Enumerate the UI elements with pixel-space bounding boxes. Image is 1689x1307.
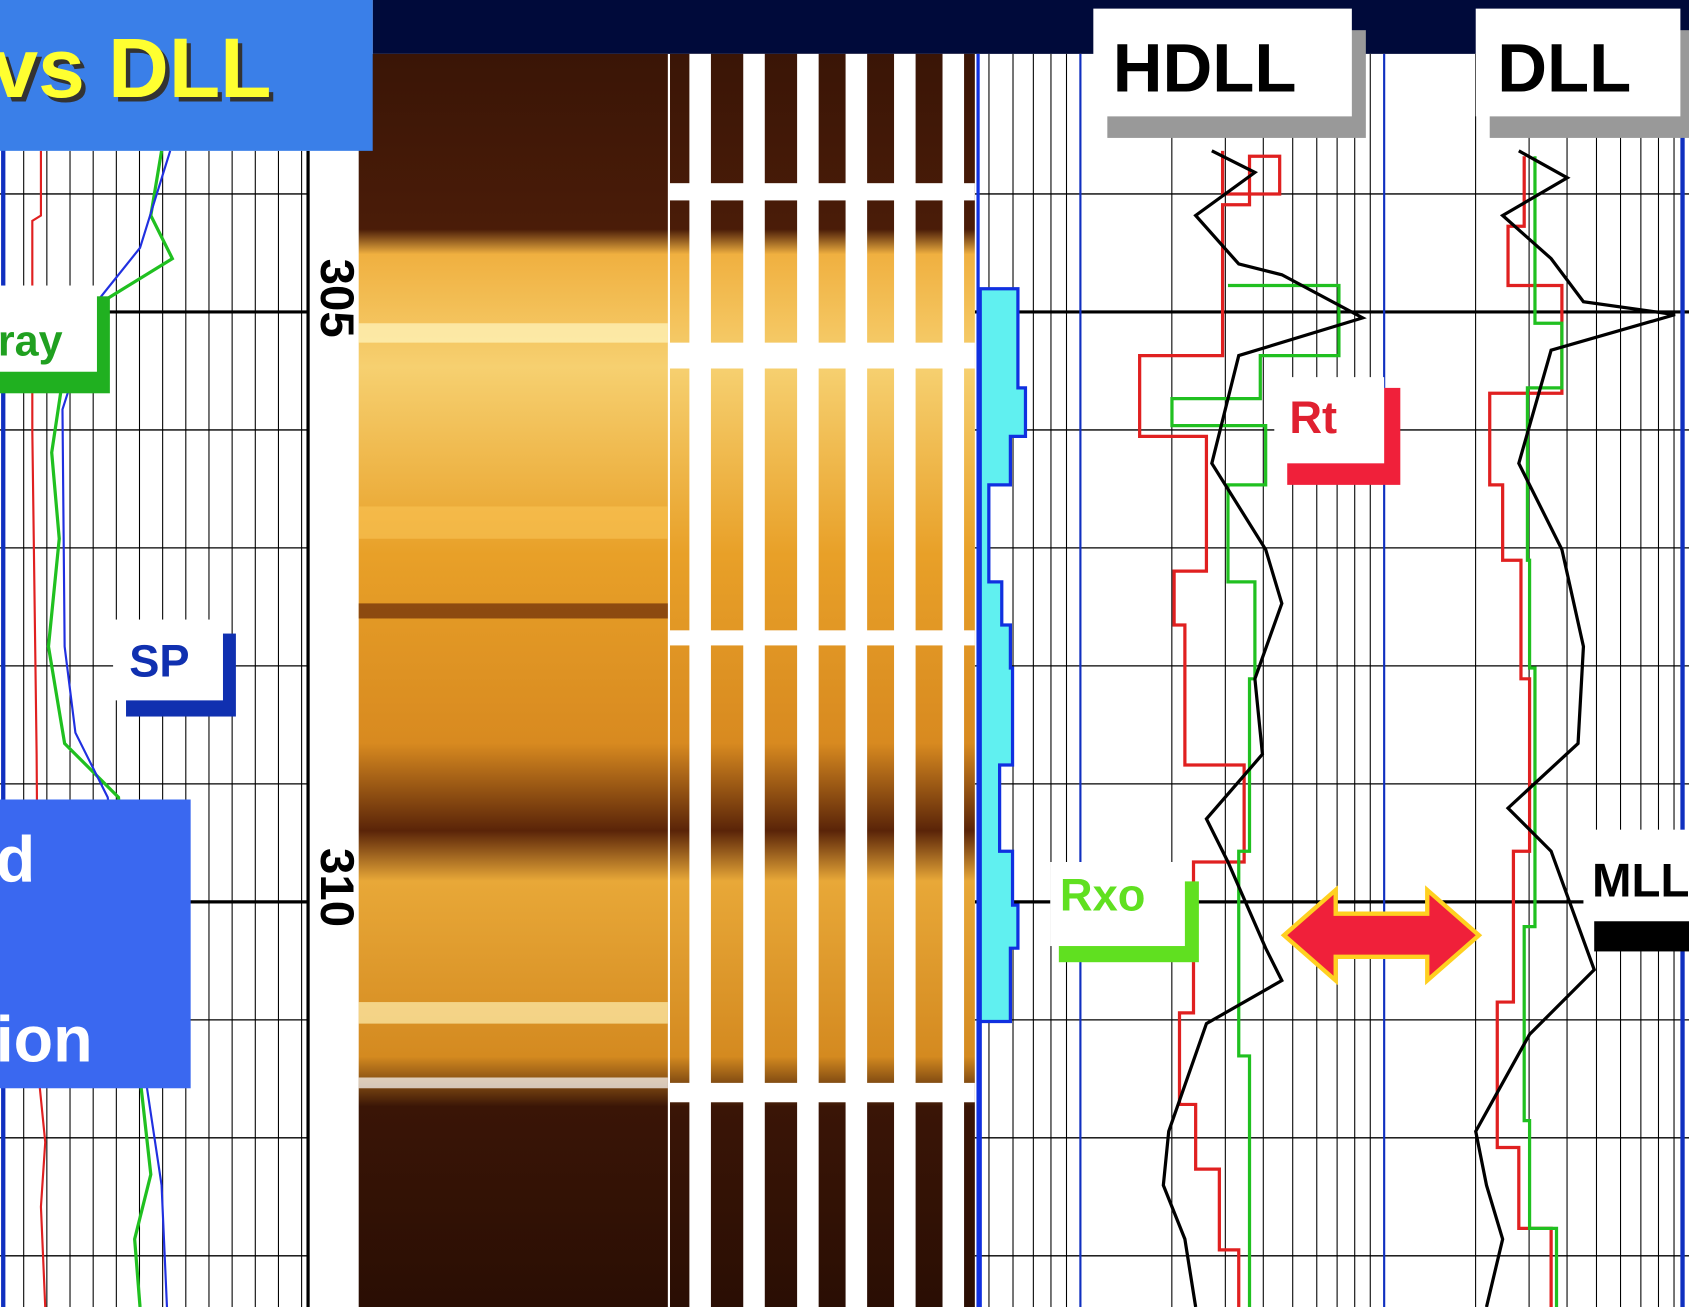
hdll-label: HDLL [1113, 30, 1297, 107]
unwrapped-image [669, 53, 975, 1307]
label-box [113, 619, 223, 701]
title-shadow: vs DLL [0, 25, 276, 119]
image-streaks [358, 323, 668, 1089]
label-box [0, 285, 97, 372]
double-arrow [1280, 885, 1483, 986]
hdll-curve [1161, 149, 1367, 1307]
label-box [1093, 8, 1352, 117]
gamma-ray-label: ray [0, 318, 63, 366]
label-box [1274, 377, 1385, 464]
label-box [1475, 8, 1681, 117]
core-image [358, 53, 668, 1307]
pad-gap [689, 53, 711, 1307]
pad-gap [669, 630, 975, 646]
rxo-curve [1170, 283, 1341, 1307]
callout-text: ion [0, 1002, 93, 1075]
sp-label: SP [129, 636, 189, 687]
dll-label: DLL [1497, 30, 1631, 107]
pad-gap [894, 53, 916, 1307]
mll-label: MLL [1592, 854, 1689, 907]
depth-label: 305 [310, 259, 363, 338]
pad-gap [942, 53, 965, 1307]
grid [0, 53, 1689, 1307]
rt-label: Rt [1289, 392, 1337, 443]
callout-text: d [0, 822, 35, 895]
pad-gap [845, 53, 868, 1307]
pad-gaps [669, 53, 975, 1307]
label-box [1050, 861, 1185, 947]
caliper-curve [31, 150, 47, 1307]
depth-label: 310 [310, 848, 363, 927]
sp-curve [61, 150, 172, 1307]
gamma-ray-curve [46, 150, 175, 1307]
top-bar [372, 0, 1689, 54]
pad-gap [669, 342, 975, 369]
pad-gap [669, 1082, 975, 1103]
rt-curve [1138, 150, 1282, 1307]
rxo-label: Rxo [1060, 869, 1145, 920]
pad-gap [797, 53, 819, 1307]
callout-box [0, 799, 191, 1089]
pad-gap [669, 183, 975, 201]
histogram [978, 287, 1028, 1307]
title: vs DLL [0, 21, 271, 115]
rxo-curve-dll [1522, 156, 1564, 1307]
pad-gap [743, 53, 765, 1307]
title-box [0, 0, 373, 151]
dll-curve [1474, 149, 1676, 1307]
label-box [1583, 829, 1689, 922]
